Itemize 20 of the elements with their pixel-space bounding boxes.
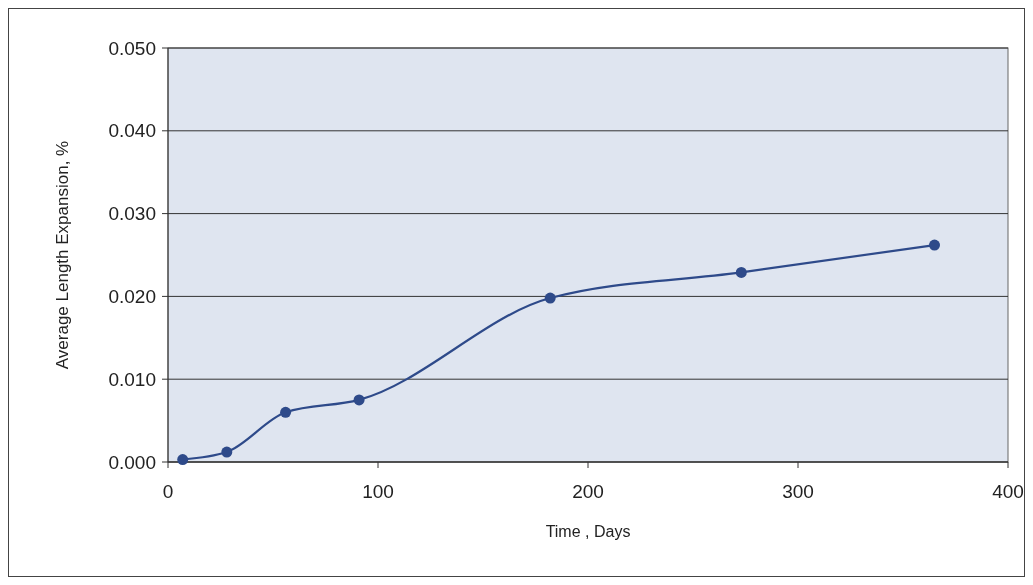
y-axis-title: Average Length Expansion, % [53, 140, 72, 370]
x-tick-label: 100 [362, 481, 394, 502]
y-tick-label: 0.030 [108, 203, 156, 225]
point [177, 454, 189, 466]
y-tick-label: 0.000 [108, 451, 156, 473]
point [929, 239, 940, 251]
y-tick-label: 0.050 [108, 37, 156, 59]
x-tick-label: 200 [572, 481, 604, 502]
point [353, 394, 365, 406]
y-tick-label: 0.010 [108, 368, 156, 390]
x-tick-label: 0 [162, 481, 174, 502]
y-tick-label: 0.020 [108, 286, 156, 308]
x-axis-title: Time , Days [545, 523, 631, 540]
point [221, 446, 233, 458]
point [280, 406, 292, 418]
x-tick-label: 400 [992, 481, 1024, 502]
point [544, 292, 556, 304]
x-tick-label: 300 [782, 481, 814, 502]
point [735, 266, 747, 278]
y-tick-label: 0.040 [108, 120, 156, 142]
